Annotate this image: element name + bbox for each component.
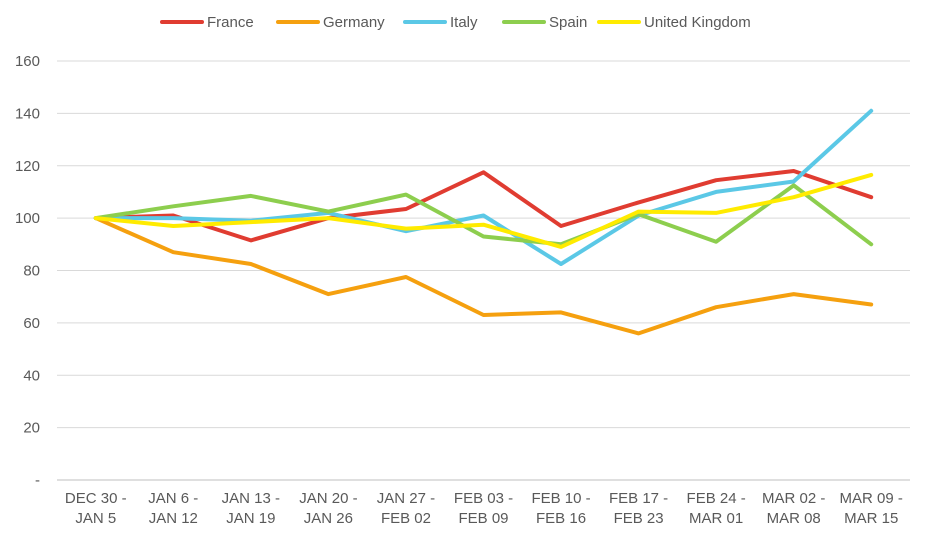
series-line-italy bbox=[93, 108, 874, 266]
x-axis: DEC 30 - JAN 5 JAN 6 - JAN 12 JAN 13 - JAN 19… bbox=[65, 490, 903, 527]
y-tick-label: 160 bbox=[15, 53, 40, 70]
x-tick-label: FEB 09 bbox=[458, 510, 508, 527]
x-tick-label: DEC 30 - bbox=[65, 490, 127, 507]
series-line-france bbox=[93, 169, 874, 243]
x-tick-label: FEB 10 - bbox=[531, 490, 590, 507]
y-tick-label: 40 bbox=[23, 367, 40, 384]
x-tick-label: JAN 12 bbox=[149, 510, 198, 527]
y-tick-label: 20 bbox=[23, 420, 40, 437]
gridlines bbox=[57, 60, 910, 481]
legend: France Germany Italy Spain United Kingdom bbox=[160, 14, 751, 31]
y-tick-label: 140 bbox=[15, 105, 40, 122]
y-tick-label: 100 bbox=[15, 210, 40, 227]
x-tick-label: MAR 02 - bbox=[762, 490, 825, 507]
x-tick-label: FEB 17 - bbox=[609, 490, 668, 507]
legend-label: Spain bbox=[549, 14, 587, 31]
x-tick-label: JAN 19 bbox=[226, 510, 275, 527]
x-tick-label: MAR 01 bbox=[689, 510, 743, 527]
x-tick-label: JAN 20 - bbox=[299, 490, 357, 507]
x-tick-label: FEB 23 bbox=[614, 510, 664, 527]
legend-label: Italy bbox=[450, 14, 478, 31]
series-line-germany bbox=[93, 216, 874, 336]
x-tick-label: MAR 08 bbox=[767, 510, 821, 527]
y-axis: - 20 40 60 80 100 120 140 160 bbox=[15, 53, 40, 489]
series-lines bbox=[93, 108, 874, 336]
x-tick-label: JAN 6 - bbox=[148, 490, 198, 507]
x-tick-label: MAR 09 - bbox=[840, 490, 903, 507]
legend-label: Germany bbox=[323, 14, 385, 31]
x-tick-label: FEB 24 - bbox=[687, 490, 746, 507]
x-tick-label: FEB 16 bbox=[536, 510, 586, 527]
x-tick-label: JAN 13 - bbox=[222, 490, 280, 507]
x-tick-label: JAN 26 bbox=[304, 510, 353, 527]
y-tick-label: 60 bbox=[23, 315, 40, 332]
y-tick-label: - bbox=[35, 472, 40, 489]
x-tick-label: MAR 15 bbox=[844, 510, 898, 527]
x-tick-label: FEB 03 - bbox=[454, 490, 513, 507]
legend-label: France bbox=[207, 14, 254, 31]
series-line-united-kingdom bbox=[93, 172, 874, 249]
y-tick-label: 120 bbox=[15, 158, 40, 175]
legend-label: United Kingdom bbox=[644, 14, 751, 31]
x-tick-label: FEB 02 bbox=[381, 510, 431, 527]
series-line-spain bbox=[93, 183, 874, 247]
x-tick-label: JAN 5 bbox=[75, 510, 116, 527]
x-tick-label: JAN 27 - bbox=[377, 490, 435, 507]
y-tick-label: 80 bbox=[23, 263, 40, 280]
